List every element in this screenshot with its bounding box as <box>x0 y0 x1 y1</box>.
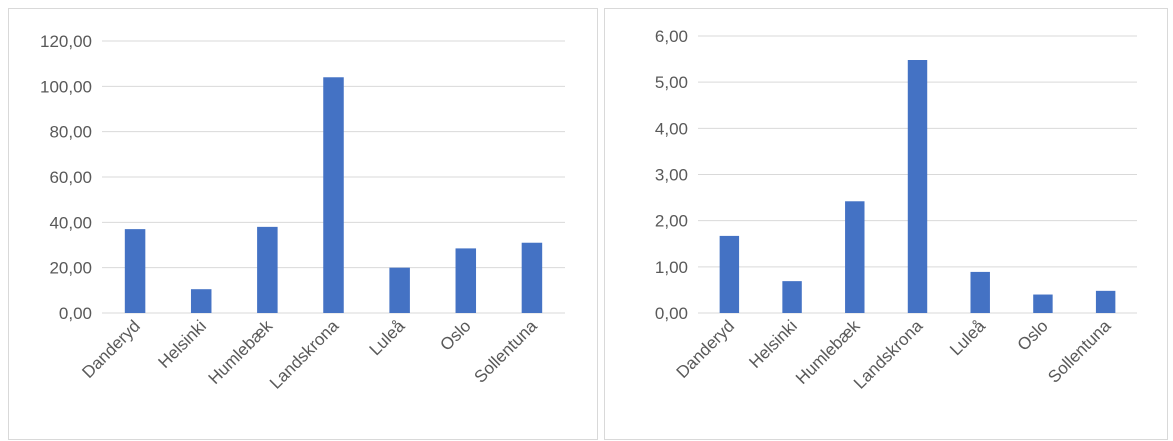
x-tick-label: Helsinki <box>745 316 801 372</box>
y-tick-label: 80,00 <box>49 123 92 142</box>
y-tick-label: 60,00 <box>49 168 92 187</box>
chart-panel-left: 0,00 20,00 40,00 60,00 80,00 100,00 120,00 Dand… <box>8 8 598 440</box>
bar-landskrona <box>907 60 928 313</box>
bar-danderyd <box>719 235 740 313</box>
x-tick-label: Sollentuna <box>1044 316 1115 387</box>
y-tick-label: 3,00 <box>655 166 688 185</box>
x-tick-label: Landskrona <box>850 316 927 393</box>
bar-landskrona <box>323 77 344 314</box>
y-tick-label: 120,00 <box>40 32 92 51</box>
x-tick-label: Landskrona <box>266 316 343 393</box>
x-tick-label: Danderyd <box>673 316 739 382</box>
x-tick-label: Helsinki <box>155 316 211 372</box>
y-tick-label: 4,00 <box>655 119 688 138</box>
x-tick-label: Luleå <box>946 316 989 359</box>
y-tick-label: 20,00 <box>49 259 92 278</box>
x-tick-label: Sollentuna <box>471 316 542 387</box>
chart-panel-right: 0,00 1,00 2,00 3,00 4,00 5,00 6,00 Danderyd Hels… <box>604 8 1168 440</box>
y-tick-label: 1,00 <box>655 258 688 277</box>
x-tick-label: Luleå <box>366 316 409 359</box>
bar-helsinki <box>190 289 212 313</box>
y-tick-label: 2,00 <box>655 212 688 231</box>
y-tick-label: 100,00 <box>40 77 92 96</box>
bar-sollentuna <box>521 242 543 313</box>
bar-helsinki <box>782 281 802 313</box>
bar-oslo <box>455 248 477 313</box>
y-tick-label: 6,00 <box>655 27 688 46</box>
y-tick-label: 0,00 <box>655 304 688 323</box>
bar-humlebæk <box>257 226 278 313</box>
y-tick-label: 0,00 <box>59 304 92 323</box>
y-tick-label: 5,00 <box>655 73 688 92</box>
x-tick-label: Oslo <box>436 316 474 354</box>
y-tick-label: 40,00 <box>49 213 92 232</box>
bar-luleå <box>970 271 990 313</box>
bar-humlebæk <box>845 201 865 313</box>
bar-oslo <box>1033 294 1053 313</box>
bar-chart-left: 0,00 20,00 40,00 60,00 80,00 100,00 120,00 Dand… <box>40 32 565 393</box>
bar-chart-right: 0,00 1,00 2,00 3,00 4,00 5,00 6,00 Danderyd Hels… <box>655 27 1137 393</box>
bar-luleå <box>389 267 410 313</box>
bar-sollentuna <box>1095 290 1116 313</box>
x-tick-label: Danderyd <box>78 316 144 382</box>
bar-danderyd <box>124 229 146 313</box>
x-tick-label: Humlebæk <box>205 316 277 388</box>
x-tick-label: Oslo <box>1014 316 1052 354</box>
